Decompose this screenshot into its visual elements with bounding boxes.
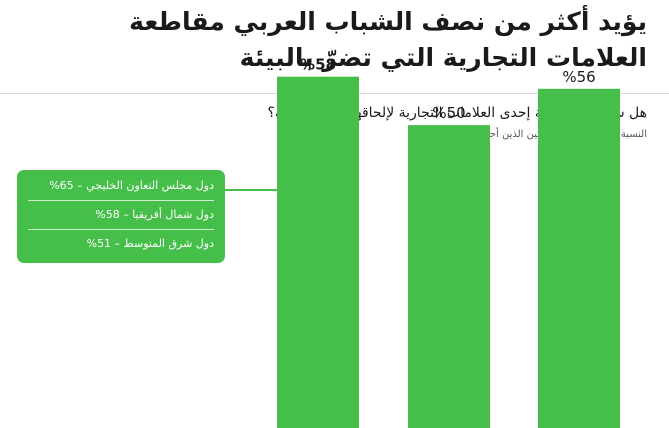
callout-item-north-africa: دول شمال أفريقيا – 58% <box>28 201 214 230</box>
bar-2 <box>408 125 490 428</box>
bar-3 <box>538 88 620 428</box>
callout-connector <box>225 189 287 191</box>
bar-value-label-3: %56 <box>562 68 595 86</box>
page-title: يؤيد أكثر من نصف الشباب العربي مقاطعة ال… <box>47 4 647 76</box>
callout-item-levant: دول شرق المتوسط – 51% <box>86 237 214 250</box>
bar-value-label-2: %50 <box>432 104 465 122</box>
bar-value-label-1: %58 <box>300 56 336 74</box>
title-line-2: العلامات التجارية التي تضرّ بالبيئة <box>239 43 647 72</box>
bar-1 <box>277 76 359 428</box>
callout-item-gcc: دول مجلس التعاون الخليجي – 65% <box>28 172 214 201</box>
title-line-1: يؤيد أكثر من نصف الشباب العربي مقاطعة <box>129 7 647 36</box>
regional-breakdown-callout: دول مجلس التعاون الخليجي – 65% دول شمال … <box>17 170 225 263</box>
